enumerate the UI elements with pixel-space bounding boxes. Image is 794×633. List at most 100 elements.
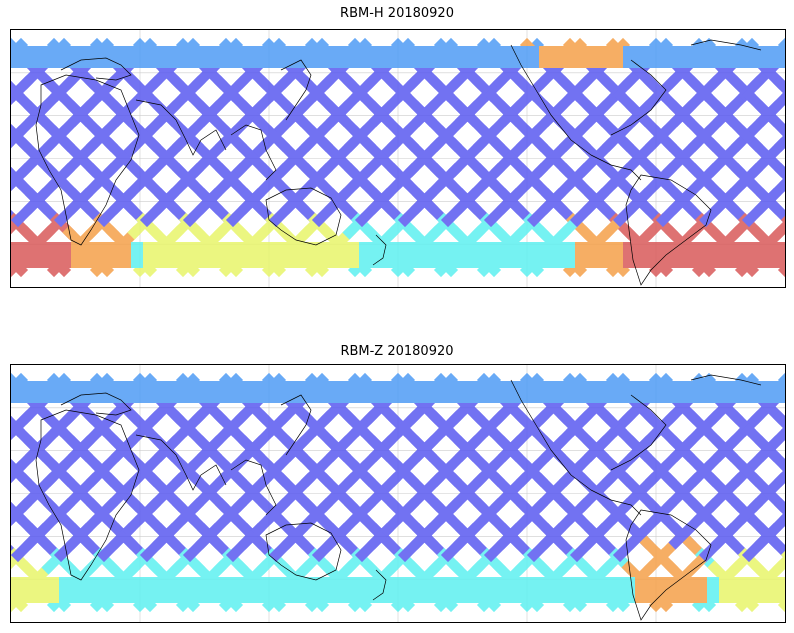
north-band-cell [527, 381, 539, 403]
coastline [280, 394, 312, 456]
south-band-cell [683, 242, 695, 268]
south-band-cell [167, 577, 179, 603]
north-band-cell [359, 46, 371, 68]
north-band-cell [47, 46, 59, 68]
south-band-cell [215, 242, 227, 268]
north-band-cell [47, 381, 59, 403]
coastline [135, 99, 227, 156]
south-band-cell [671, 242, 683, 268]
north-band-cell [431, 46, 443, 68]
north-band-cell [575, 46, 587, 68]
south-band-cell [515, 577, 527, 603]
south-band-cell [707, 577, 719, 603]
north-band-cell [71, 46, 83, 68]
north-band-cell [767, 381, 779, 403]
north-band-cell [191, 381, 203, 403]
north-band-cell [335, 381, 347, 403]
north-band-cell [275, 46, 287, 68]
north-band-cell [599, 381, 611, 403]
south-band-cell [551, 577, 563, 603]
north-band-cell [695, 46, 707, 68]
coastline [610, 59, 667, 136]
north-band-cell [479, 381, 491, 403]
south-band-cell [179, 242, 191, 268]
south-band-cell [731, 577, 743, 603]
south-band-cell [659, 242, 671, 268]
south-band-cell [491, 242, 503, 268]
south-band-cell [107, 577, 119, 603]
north-band-cell [395, 381, 407, 403]
north-band-cell [707, 46, 719, 68]
north-band-cell [335, 46, 347, 68]
north-band-cell [419, 46, 431, 68]
north-band-cell [83, 46, 95, 68]
south-band-cell [359, 577, 371, 603]
south-band-cell [455, 242, 467, 268]
coastline [510, 379, 592, 491]
swath-segment [772, 410, 785, 431]
north-band-cell [131, 46, 143, 68]
north-band-cell [443, 46, 455, 68]
south-band-cell [563, 242, 575, 268]
south-band-cell [143, 242, 155, 268]
north-band-cell [395, 46, 407, 68]
north-band-cell [191, 46, 203, 68]
south-band-cell [467, 577, 479, 603]
south-band-cell [515, 242, 527, 268]
north-band-cell [719, 381, 731, 403]
south-band-cell [743, 577, 755, 603]
coastline [372, 569, 387, 601]
north-band-cell [491, 381, 503, 403]
north-band-cell [299, 381, 311, 403]
coastline [625, 174, 712, 286]
south-band-cell [647, 577, 659, 603]
north-band-cell [575, 381, 587, 403]
south-band-cell [191, 242, 203, 268]
north-band-cell [563, 381, 575, 403]
south-band-cell [395, 577, 407, 603]
south-band-cell [263, 577, 275, 603]
south-band-cell [275, 577, 287, 603]
south-band-cell [23, 242, 35, 268]
north-band-cell [143, 381, 155, 403]
north-band-cell [311, 46, 323, 68]
north-band-cell [743, 381, 755, 403]
south-band-cell [563, 577, 575, 603]
north-band-cell [275, 381, 287, 403]
south-band-cell [239, 577, 251, 603]
north-band-cell [623, 46, 635, 68]
north-band-cell [359, 381, 371, 403]
north-band-cell [503, 381, 515, 403]
coastline [60, 392, 132, 416]
south-band-cell [431, 242, 443, 268]
swath-segment [773, 497, 785, 517]
south-band-cell [659, 577, 671, 603]
north-band-cell [179, 46, 191, 68]
north-band-cell [671, 381, 683, 403]
north-band-cell [215, 381, 227, 403]
north-band-cell [119, 381, 131, 403]
swath-segment [773, 468, 785, 488]
south-band-cell [383, 577, 395, 603]
swath-segment [768, 535, 785, 560]
north-band-cell [671, 46, 683, 68]
south-band-cell [695, 577, 707, 603]
south-band-cell [35, 577, 47, 603]
north-band-cell [107, 381, 119, 403]
north-band-cell [707, 381, 719, 403]
north-band-cell [263, 381, 275, 403]
map-canvas-rbm-h [11, 30, 785, 287]
north-band-cell [215, 46, 227, 68]
swath-segment [773, 133, 785, 153]
north-band-cell [611, 46, 623, 68]
north-band-cell [287, 381, 299, 403]
north-band-cell [635, 46, 647, 68]
south-band-cell [311, 577, 323, 603]
north-band-cell [587, 46, 599, 68]
south-band-cell [287, 577, 299, 603]
map-panel-rbm-z [10, 364, 786, 623]
south-band-cell [611, 242, 623, 268]
north-band-cell [455, 46, 467, 68]
coastlines [35, 374, 762, 621]
coastline [690, 374, 762, 386]
